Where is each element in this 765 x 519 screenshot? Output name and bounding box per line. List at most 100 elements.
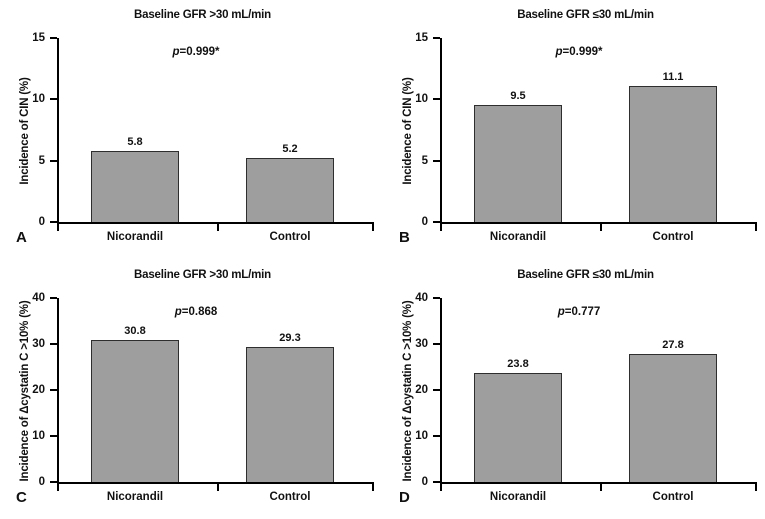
bar-control <box>246 347 334 482</box>
y-axis-tick <box>433 98 440 101</box>
panel-letter: B <box>399 229 410 246</box>
category-label: Control <box>652 231 694 243</box>
bar-nicorandil <box>474 372 562 482</box>
plot-area: p=0.868 0 10 20 30 40 30.8 Nicorandil 29.3 Contr… <box>32 292 374 503</box>
y-axis-tick <box>50 435 57 437</box>
y-axis-tick-label: 30 <box>32 338 45 350</box>
chart-panel-c: Baseline GFR >30 mL/min Incidence of Δcy… <box>0 260 382 519</box>
x-axis-tick <box>216 224 219 231</box>
x-axis-tick <box>755 224 757 231</box>
chart-panel-b: Baseline GFR ≤30 mL/min Incidence of CIN… <box>383 0 765 259</box>
y-axis-tick-label: 30 <box>415 338 428 350</box>
y-axis-tick-label: 10 <box>415 93 428 106</box>
chart-title: Baseline GFR >30 mL/min <box>134 9 271 21</box>
plot-area: p=0.999* 0 5 10 15 9.5 Nicorandil 11.1 Control <box>415 32 757 243</box>
bar-control <box>629 354 717 482</box>
x-axis-corner-tick <box>57 224 59 231</box>
y-axis-tick-label: 5 <box>38 154 45 167</box>
x-axis-tick <box>599 484 602 491</box>
y-axis-tick <box>433 389 440 391</box>
x-axis-corner-tick <box>440 224 442 231</box>
chart-title: Baseline GFR ≤30 mL/min <box>517 9 654 21</box>
category-label: Nicorandil <box>489 231 547 243</box>
y-axis-tick <box>433 343 440 345</box>
x-axis-tick <box>216 484 219 491</box>
category-label: Nicorandil <box>106 491 164 503</box>
p-symbol: p <box>555 46 563 58</box>
x-axis-tick <box>372 224 374 231</box>
y-axis-tick-label: 20 <box>415 384 428 396</box>
p-value-text: =0.999* <box>179 46 220 58</box>
x-axis-corner-tick <box>57 484 59 491</box>
bar-value-label: 23.8 <box>507 357 529 370</box>
y-axis-tick-label: 20 <box>32 384 45 396</box>
x-axis-tick <box>755 484 757 491</box>
y-axis-tick <box>50 159 57 162</box>
y-axis-tick-label: 10 <box>415 430 428 442</box>
y-axis-tick <box>50 37 57 39</box>
y-axis-tick-label: 0 <box>38 476 45 488</box>
bar-nicorandil <box>91 150 179 222</box>
p-value-annotation: p=0.777 <box>558 306 601 318</box>
y-axis-tick <box>433 297 440 299</box>
y-axis-tick-label: 10 <box>32 93 45 106</box>
chart-title: Baseline GFR ≤30 mL/min <box>517 269 654 281</box>
y-axis-tick-label: 0 <box>421 216 428 228</box>
bar-value-label: 29.3 <box>279 332 301 345</box>
p-symbol: p <box>557 306 565 318</box>
y-axis-tick-label: 0 <box>38 216 45 228</box>
chart-panel-d: Baseline GFR ≤30 mL/min Incidence of Δcy… <box>383 260 765 519</box>
y-axis-tick <box>433 481 440 483</box>
y-axis-tick-label: 0 <box>421 476 428 488</box>
y-axis-tick <box>50 98 57 101</box>
bar-control <box>246 158 334 222</box>
bar-nicorandil <box>474 105 562 222</box>
y-axis-tick <box>50 481 57 483</box>
y-axis-tick-label: 5 <box>421 154 428 167</box>
y-axis-tick <box>433 159 440 162</box>
x-axis-tick <box>599 224 602 231</box>
plot-area: p=0.777 0 10 20 30 40 23.8 Nicorandil 27.8 Contr… <box>415 292 757 503</box>
y-axis-tick <box>433 221 440 223</box>
bar-nicorandil <box>91 340 179 482</box>
x-axis-corner-tick <box>440 484 442 491</box>
p-value-text: =0.777 <box>564 306 601 318</box>
category-label: Control <box>269 231 311 243</box>
category-label: Control <box>652 491 694 503</box>
bar-value-label: 30.8 <box>124 325 146 338</box>
chart-panel-a: Baseline GFR >30 mL/min Incidence of CIN… <box>0 0 382 259</box>
category-label: Nicorandil <box>106 231 164 243</box>
bar-value-label: 5.8 <box>127 135 143 148</box>
p-value-text: =0.999* <box>562 46 603 58</box>
y-axis-tick <box>50 343 57 345</box>
y-axis-tick-label: 40 <box>415 292 428 304</box>
y-axis-tick-label: 15 <box>32 32 45 44</box>
y-axis-tick-label: 10 <box>32 430 45 442</box>
panel-letter: D <box>399 489 410 506</box>
plot-area: p=0.999* 0 5 10 15 5.8 Nicorandil 5.2 Control <box>32 32 374 243</box>
panel-letter: C <box>16 489 27 506</box>
y-axis-tick <box>50 297 57 299</box>
y-axis-tick <box>50 221 57 223</box>
bar-value-label: 11.1 <box>662 70 684 83</box>
category-label: Nicorandil <box>489 491 547 503</box>
category-label: Control <box>269 491 311 503</box>
panel-letter: A <box>16 229 27 246</box>
p-symbol: p <box>172 46 180 58</box>
y-axis-tick <box>433 435 440 437</box>
y-axis-tick <box>433 37 440 39</box>
p-value-annotation: p=0.999* <box>555 46 602 58</box>
bar-control <box>629 85 717 222</box>
y-axis-tick-label: 15 <box>415 32 428 44</box>
chart-title: Baseline GFR >30 mL/min <box>134 269 271 281</box>
p-value-annotation: p=0.868 <box>175 306 218 318</box>
bar-value-label: 9.5 <box>510 90 526 103</box>
bar-value-label: 27.8 <box>662 339 684 352</box>
y-axis-tick-label: 40 <box>32 292 45 304</box>
p-symbol: p <box>174 306 182 318</box>
p-value-text: =0.868 <box>181 306 218 318</box>
x-axis-tick <box>372 484 374 491</box>
bar-value-label: 5.2 <box>282 143 298 156</box>
y-axis-tick <box>50 389 57 391</box>
